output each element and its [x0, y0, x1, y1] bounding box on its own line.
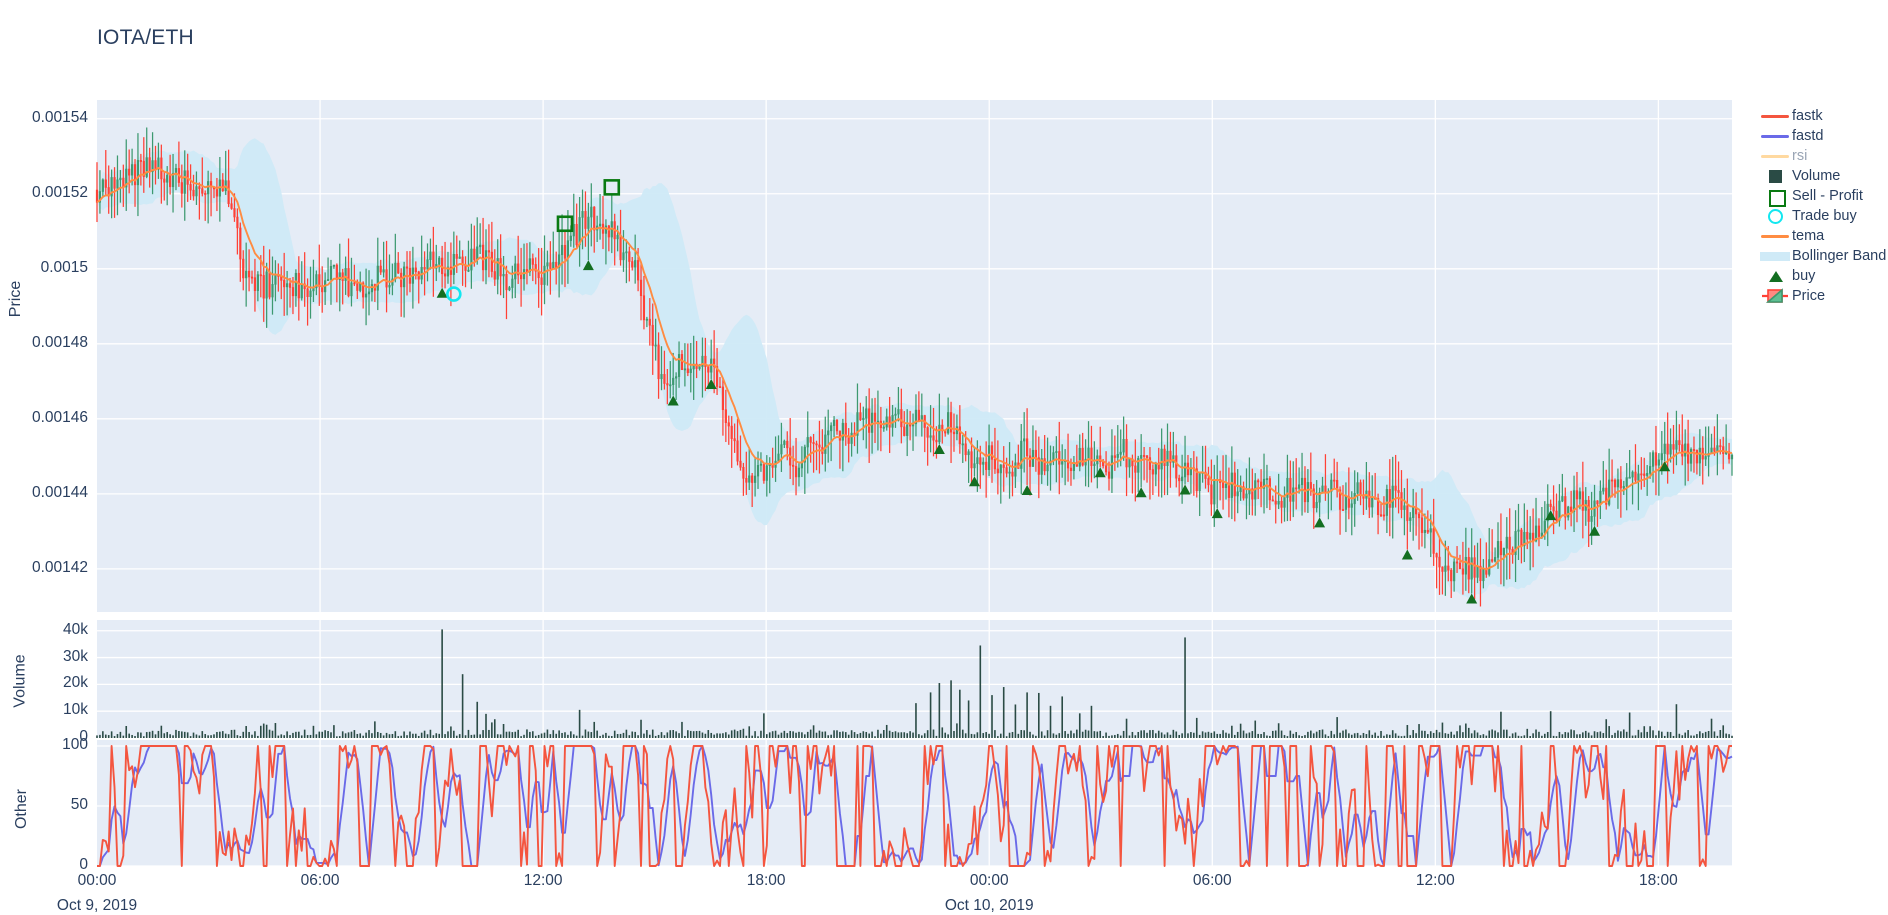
- volume-tick-30k: 30k: [63, 647, 88, 665]
- x-tick-7: 18:00: [1638, 872, 1678, 889]
- candlestick-icon: [1758, 287, 1792, 305]
- band-swatch-icon: [1758, 247, 1792, 265]
- x-tick-0: 00:00: [77, 872, 117, 889]
- x-tick-3: 18:00: [746, 872, 786, 889]
- legend-label: Trade buy: [1792, 208, 1857, 224]
- square-swatch-icon: [1758, 167, 1792, 185]
- legend-item-price[interactable]: Price: [1758, 286, 1888, 306]
- volume-tick-0: 0: [79, 728, 88, 745]
- legend-item-trade-buy[interactable]: Trade buy: [1758, 206, 1888, 226]
- volume-tick-40k: 40k: [63, 620, 88, 638]
- x-date-label: Oct 9, 2019: [56, 897, 138, 914]
- open-square-icon: [1758, 187, 1792, 207]
- legend-label: rsi: [1792, 148, 1808, 164]
- legend-item-tema[interactable]: tema: [1758, 226, 1888, 246]
- x-tick-1: 06:00: [300, 872, 340, 889]
- legend-label: Sell - Profit: [1792, 188, 1863, 204]
- x-tick-4: 00:00: [969, 872, 1009, 889]
- line-swatch-icon: [1758, 227, 1792, 245]
- legend-label: buy: [1792, 268, 1816, 284]
- volume-axis-title: Volume: [11, 654, 29, 708]
- volume-tick-10k: 10k: [63, 701, 88, 719]
- price-axis-title: Price: [7, 280, 25, 318]
- legend-item-buy[interactable]: buy: [1758, 266, 1888, 286]
- legend-label: Volume: [1792, 168, 1841, 184]
- legend-item-volume[interactable]: Volume: [1758, 166, 1888, 186]
- volume-panel: [97, 620, 1732, 738]
- x-tick-6: 12:00: [1415, 872, 1455, 889]
- page-title: IOTA/ETH: [97, 26, 194, 49]
- legend-label: fastk: [1792, 108, 1823, 124]
- line-swatch-icon: [1758, 127, 1792, 145]
- price-tick-0.00148: 0.00148: [31, 333, 88, 351]
- x-date-label: Oct 10, 2019: [944, 897, 1034, 914]
- other-tick-0: 0: [79, 856, 88, 873]
- legend-item-fastd[interactable]: fastd: [1758, 126, 1888, 146]
- line-swatch-icon: [1758, 147, 1792, 165]
- legend-label: fastd: [1792, 128, 1824, 144]
- x-tick-5: 06:00: [1192, 872, 1232, 889]
- other-tick-100: 100: [62, 736, 88, 753]
- legend-label: tema: [1792, 228, 1825, 244]
- other-tick-50: 50: [70, 796, 88, 813]
- legend-item-sell-profit[interactable]: Sell - Profit: [1758, 186, 1888, 207]
- legend-label: Bollinger Band: [1792, 248, 1887, 264]
- line-swatch-icon: [1758, 107, 1792, 125]
- price-tick-0.00152: 0.00152: [31, 183, 88, 201]
- price-tick-0.0015: 0.0015: [40, 258, 88, 276]
- price-tick-0.00154: 0.00154: [31, 108, 88, 126]
- open-circle-icon: [1758, 207, 1792, 225]
- price-tick-0.00142: 0.00142: [31, 558, 88, 576]
- price-tick-0.00144: 0.00144: [31, 483, 88, 501]
- other-axis-title: Other: [13, 788, 31, 830]
- x-tick-2: 12:00: [523, 872, 563, 889]
- legend-item-fastk[interactable]: fastk: [1758, 106, 1888, 126]
- triangle-up-icon: [1758, 267, 1792, 285]
- price-tick-0.00146: 0.00146: [31, 408, 88, 426]
- legend[interactable]: fastk fastd rsi Volume Sell - Profit Trade bu…: [1758, 106, 1888, 306]
- volume-tick-20k: 20k: [63, 674, 88, 692]
- legend-item-bollinger-band[interactable]: Bollinger Band: [1758, 246, 1888, 266]
- legend-item-rsi[interactable]: rsi: [1758, 146, 1888, 166]
- legend-label: Price: [1792, 288, 1826, 304]
